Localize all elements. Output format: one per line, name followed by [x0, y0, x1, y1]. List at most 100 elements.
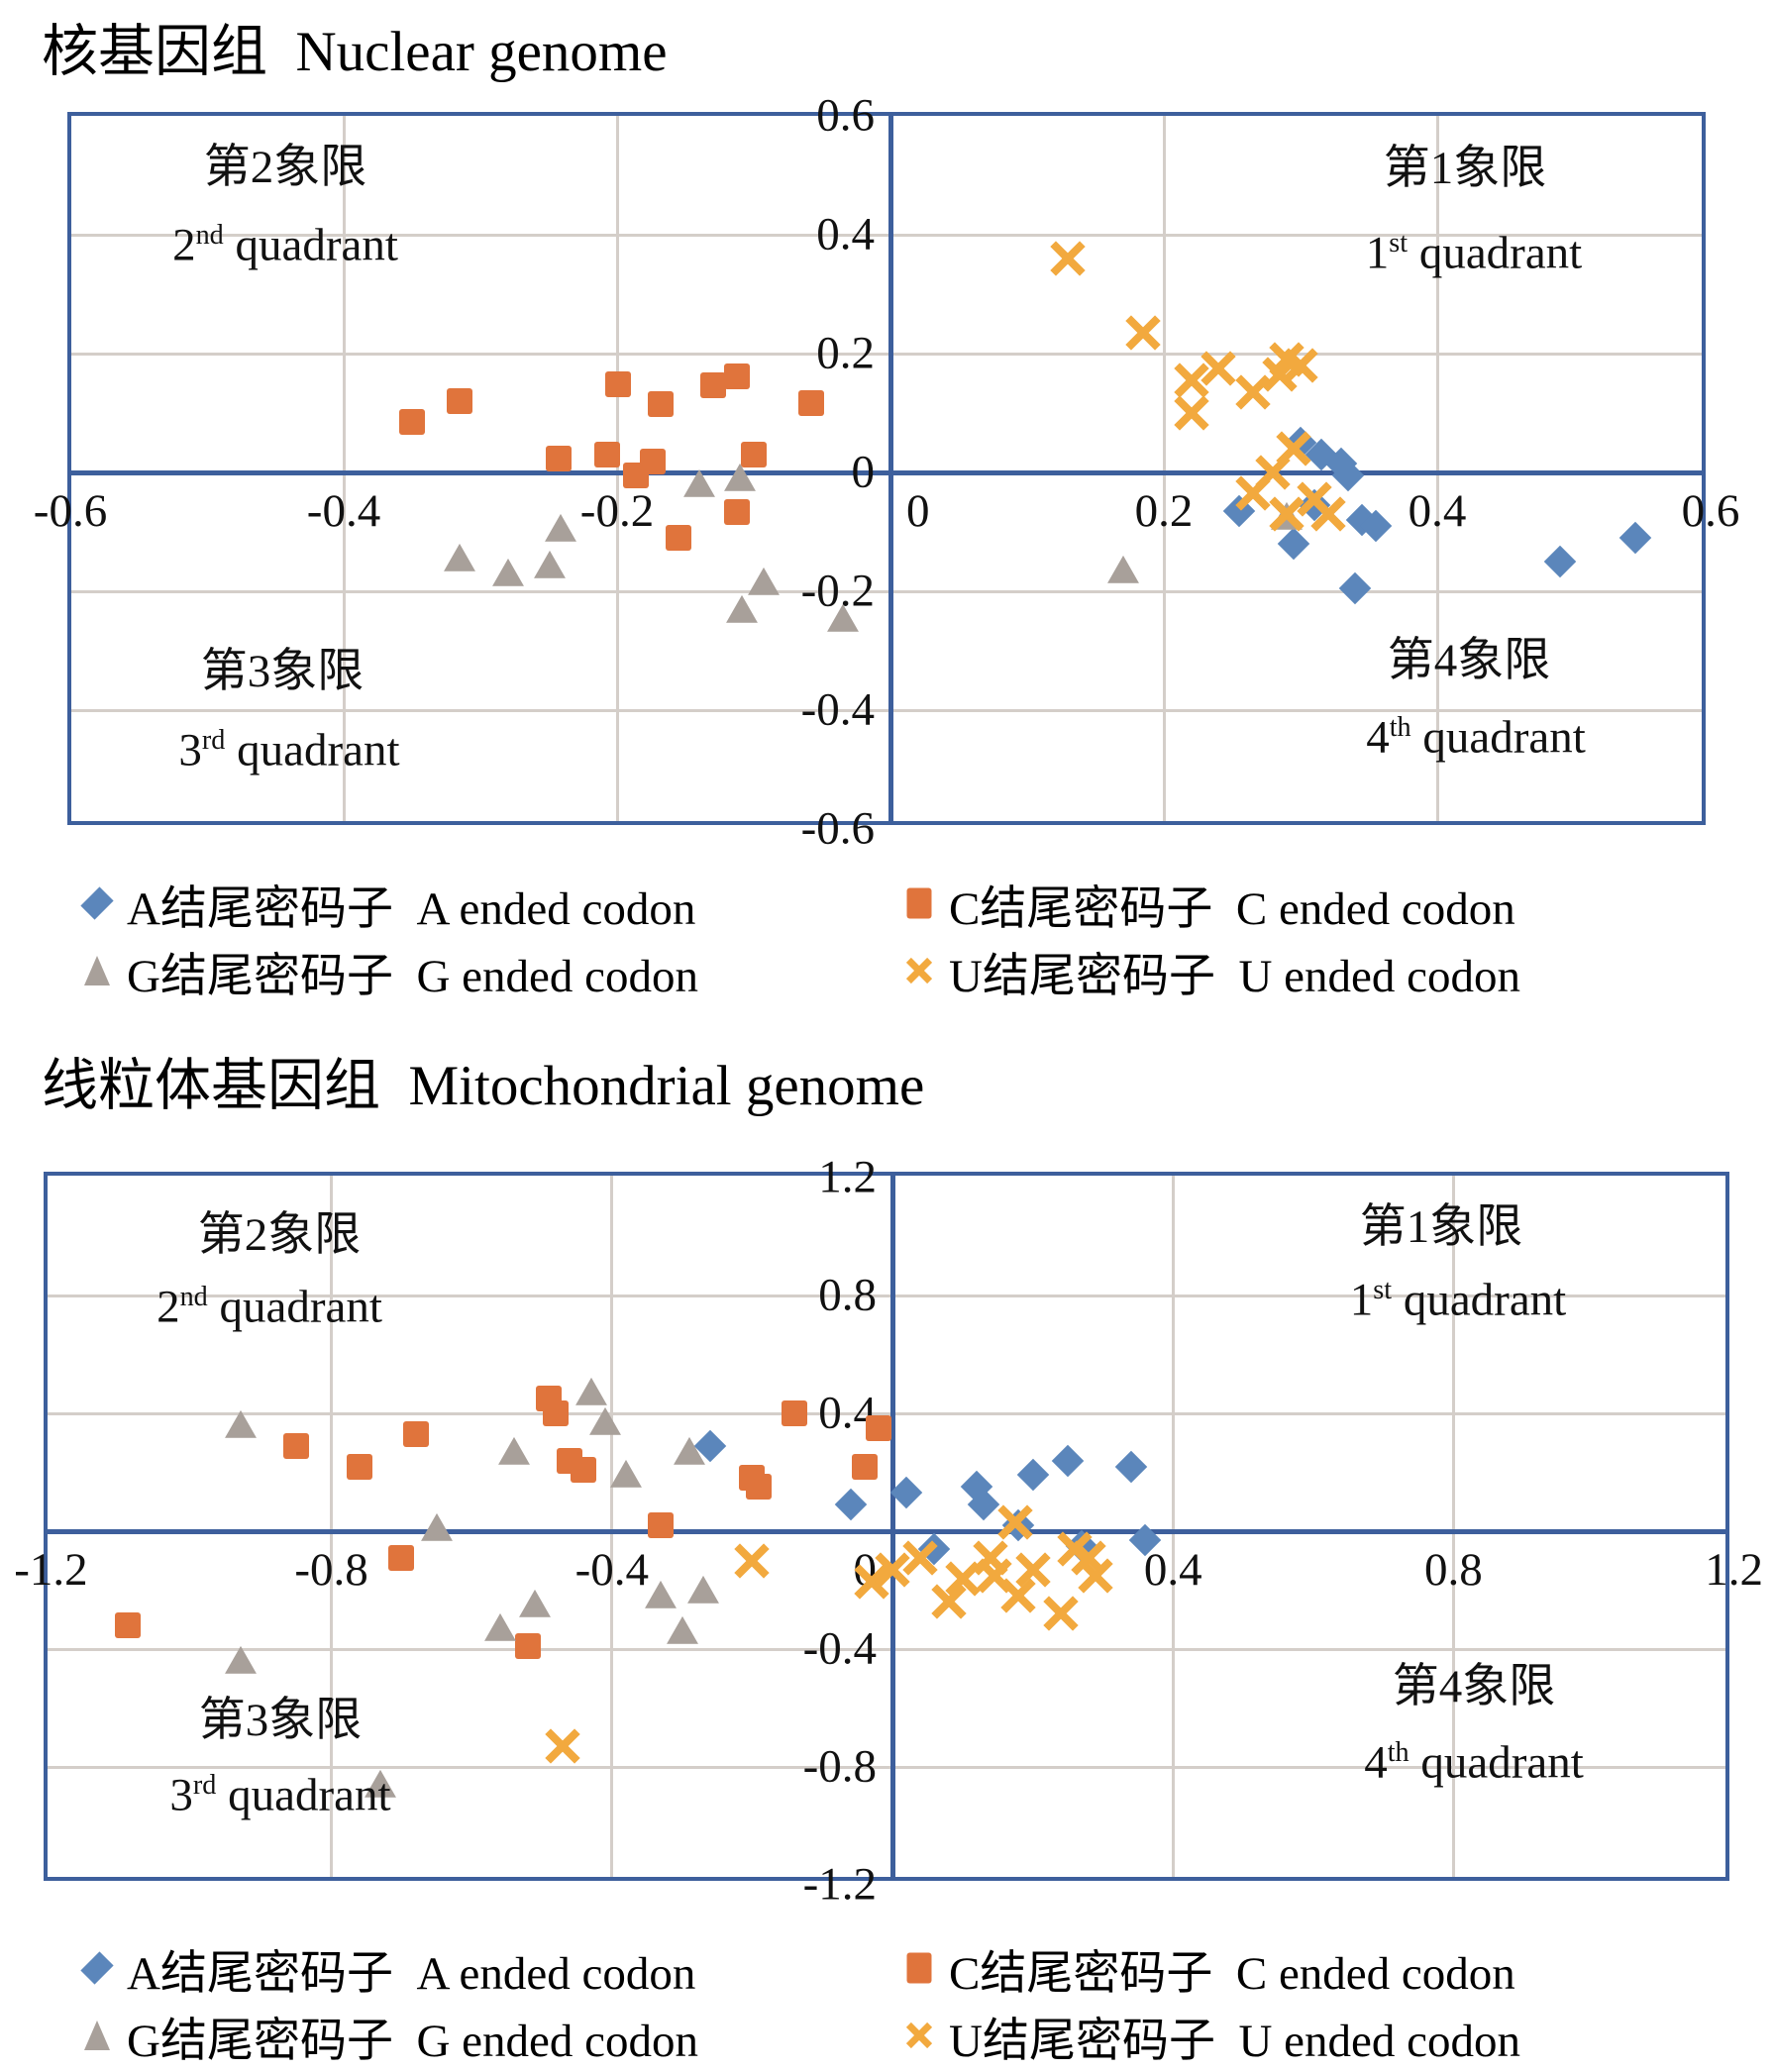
chart1-quadrant1-label-zh: 第1象限 — [1383, 143, 1547, 195]
point-c-ended-codon — [781, 1400, 807, 1426]
legend-label: G结尾密码子 G ended codon — [127, 2015, 698, 2067]
chart1-legend-item-a: A结尾密码子 A ended codon — [77, 872, 695, 935]
x-axis-line — [48, 1528, 1725, 1534]
point-a-ended-codon — [834, 1488, 867, 1521]
point-c-ended-codon — [699, 371, 726, 398]
point-c-ended-codon — [648, 1512, 675, 1539]
square-marker-icon — [899, 880, 939, 927]
point-u-ended-codon — [1125, 315, 1161, 351]
gridline-horizontal — [71, 233, 1702, 237]
point-a-ended-codon — [1051, 1444, 1085, 1477]
point-u-ended-codon — [1200, 351, 1236, 386]
point-g-ended-codon — [645, 1581, 678, 1609]
x-tick-label: 1.2 — [1705, 1544, 1763, 1596]
gridline-horizontal — [48, 1294, 1725, 1297]
gridline-vertical — [330, 1176, 334, 1877]
point-g-ended-codon — [497, 1436, 530, 1465]
legend-label: C结尾密码子 C ended codon — [949, 1947, 1515, 2000]
point-g-ended-codon — [588, 1406, 621, 1435]
point-u-ended-codon — [1078, 1557, 1113, 1594]
point-u-ended-codon — [1283, 348, 1318, 383]
chart1-plot-area: -0.6 -0.4 -0.2 0 0.2 0.4 0.6 0.6 0.4 0.2 0 -0.2 -0.4… — [34, 92, 1740, 852]
point-u-ended-codon — [734, 1543, 771, 1579]
chart2-quadrant2-label-en: 2nd quadrant — [157, 1281, 382, 1333]
x-tick-label: -0.2 — [579, 485, 655, 537]
point-c-ended-codon — [346, 1453, 372, 1480]
chart2-quadrant3-label-en: 3rd quadrant — [169, 1769, 391, 1821]
diamond-marker-icon — [77, 1944, 117, 1992]
x-tick-label: -0.6 — [33, 485, 108, 537]
point-g-ended-codon — [545, 513, 577, 542]
point-u-ended-codon — [902, 1540, 938, 1576]
point-c-ended-codon — [746, 1474, 773, 1501]
y-tick-label: 1.2 — [818, 1151, 877, 1203]
point-c-ended-codon — [797, 389, 824, 416]
point-u-ended-codon — [1235, 475, 1271, 511]
legend-label: A结尾密码子 A ended codon — [127, 1947, 696, 2000]
x-tick-label: -0.4 — [306, 485, 381, 537]
point-g-ended-codon — [224, 1409, 257, 1438]
y-axis-line — [889, 1176, 895, 1877]
chart2-quadrant3-label-zh: 第3象限 — [198, 1695, 363, 1747]
point-u-ended-codon — [997, 1504, 1033, 1540]
x-marker-icon — [899, 2012, 939, 2059]
point-g-ended-codon — [534, 551, 567, 579]
point-a-ended-codon — [889, 1477, 923, 1509]
gridline-horizontal — [71, 708, 1702, 712]
chart1-title: 核基因组 Nuclear genome — [42, 21, 668, 83]
x-tick-label: -0.8 — [294, 1544, 368, 1596]
point-c-ended-codon — [741, 442, 767, 467]
point-u-ended-codon — [545, 1728, 580, 1764]
point-c-ended-codon — [648, 391, 675, 417]
chart1-quadrant2-label-en: 2nd quadrant — [172, 219, 398, 271]
x-tick-label: -1.2 — [14, 1544, 88, 1596]
y-tick-label: -0.2 — [800, 565, 875, 617]
point-g-ended-codon — [574, 1378, 607, 1406]
y-tick-label: 0.6 — [816, 89, 875, 142]
point-c-ended-codon — [724, 363, 751, 389]
point-g-ended-codon — [725, 595, 758, 624]
y-tick-label: 0.2 — [816, 327, 875, 379]
chart2-legend-item-g: G结尾密码子 G ended codon — [77, 2004, 698, 2067]
chart2-legend-item-u: U结尾密码子 U ended codon — [899, 2004, 1520, 2067]
chart1-legend-item-g: G结尾密码子 G ended codon — [77, 939, 698, 1002]
point-g-ended-codon — [224, 1645, 257, 1674]
point-g-ended-codon — [747, 567, 780, 595]
y-tick-label: -0.4 — [800, 683, 875, 736]
point-a-ended-codon — [1338, 571, 1372, 605]
x-axis-line — [71, 469, 1702, 475]
gridline-vertical — [615, 116, 619, 821]
y-tick-label: -0.6 — [800, 802, 875, 855]
point-g-ended-codon — [365, 1769, 397, 1798]
point-g-ended-codon — [444, 543, 476, 571]
legend-label: A结尾密码子 A ended codon — [127, 882, 696, 935]
point-g-ended-codon — [826, 604, 859, 633]
point-a-ended-codon — [1277, 527, 1310, 561]
chart1-legend-item-u: U结尾密码子 U ended codon — [899, 939, 1520, 1002]
point-g-ended-codon — [518, 1590, 551, 1618]
x-marker-icon — [899, 947, 939, 994]
point-g-ended-codon — [686, 1575, 719, 1604]
point-c-ended-codon — [545, 446, 572, 472]
point-u-ended-codon — [1014, 1551, 1051, 1588]
point-g-ended-codon — [609, 1460, 642, 1489]
chart1-quadrant2-label-zh: 第2象限 — [203, 142, 367, 194]
point-g-ended-codon — [1106, 555, 1139, 583]
chart2-title: 线粒体基因组 Mitochondrial genome — [42, 1055, 925, 1117]
gridline-horizontal — [48, 1765, 1725, 1769]
chart1-quadrant3-label-zh: 第3象限 — [200, 646, 365, 698]
point-c-ended-codon — [514, 1633, 541, 1660]
gridline-vertical — [342, 116, 346, 821]
chart2-quadrant4-label-en: 4th quadrant — [1364, 1736, 1584, 1789]
triangle-marker-icon — [77, 947, 117, 994]
point-g-ended-codon — [420, 1512, 453, 1541]
x-tick-label: 0.4 — [1408, 485, 1467, 537]
point-g-ended-codon — [491, 558, 524, 586]
point-c-ended-codon — [399, 409, 425, 435]
chart2-quadrant1-label-en: 1st quadrant — [1349, 1274, 1567, 1326]
point-g-ended-codon — [673, 1436, 705, 1465]
point-a-ended-codon — [1543, 545, 1577, 578]
point-c-ended-codon — [115, 1612, 142, 1639]
y-tick-label: -0.8 — [802, 1740, 877, 1793]
